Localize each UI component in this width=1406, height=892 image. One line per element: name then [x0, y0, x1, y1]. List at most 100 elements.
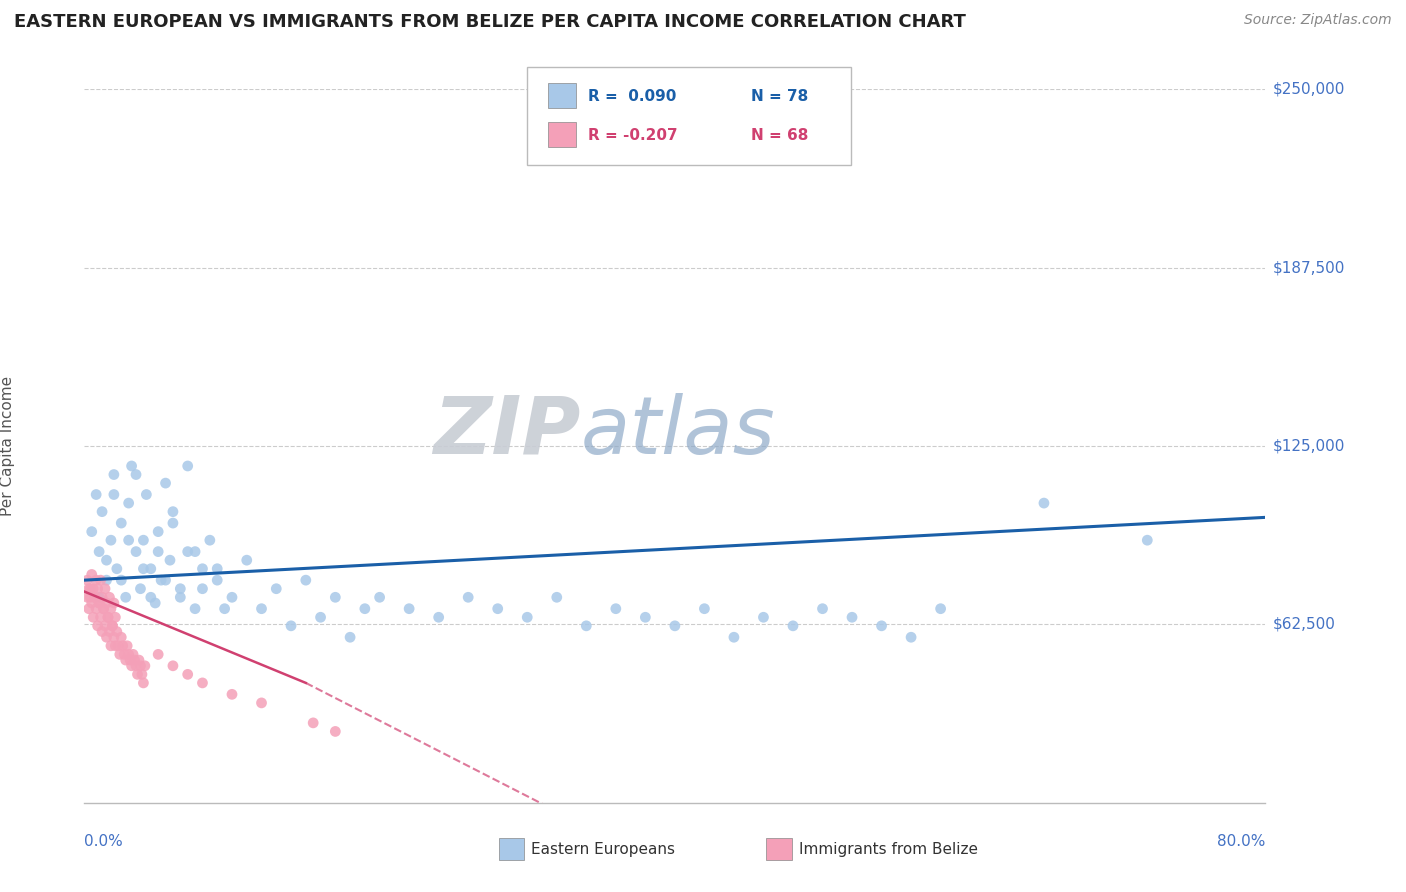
Text: Immigrants from Belize: Immigrants from Belize — [799, 842, 977, 856]
Point — [84, 601, 107, 615]
Point — [87, 596, 111, 610]
Point — [264, 582, 288, 596]
Point — [77, 601, 100, 615]
Point — [605, 601, 627, 615]
Point — [103, 467, 125, 482]
Point — [98, 591, 121, 605]
Point — [86, 582, 108, 596]
Text: $250,000: $250,000 — [1272, 82, 1344, 96]
Point — [82, 610, 104, 624]
Text: $62,500: $62,500 — [1272, 617, 1336, 632]
Point — [457, 591, 479, 605]
Point — [693, 601, 716, 615]
Point — [118, 496, 141, 510]
Point — [177, 544, 200, 558]
Point — [162, 505, 184, 519]
Point — [87, 591, 111, 605]
Point — [191, 562, 214, 576]
Point — [127, 667, 149, 681]
Point — [108, 648, 131, 662]
Point — [101, 619, 124, 633]
Point — [91, 505, 114, 519]
Point — [105, 562, 128, 576]
Point — [94, 619, 117, 633]
Text: R =  0.090: R = 0.090 — [588, 89, 676, 103]
Point — [80, 524, 103, 539]
Point — [100, 533, 122, 548]
Text: $187,500: $187,500 — [1272, 260, 1344, 275]
Point — [120, 653, 142, 667]
Point — [664, 619, 686, 633]
Point — [546, 591, 568, 605]
Point — [80, 567, 103, 582]
Point — [191, 676, 214, 690]
Text: 0.0%: 0.0% — [84, 834, 124, 849]
Point — [723, 630, 745, 644]
Point — [96, 553, 118, 567]
Point — [103, 487, 125, 501]
Point — [86, 619, 108, 633]
Point — [129, 582, 152, 596]
Point — [575, 619, 598, 633]
Text: ZIP: ZIP — [433, 392, 581, 471]
Point — [309, 610, 332, 624]
Point — [122, 648, 145, 662]
Point — [93, 601, 115, 615]
Point — [177, 458, 200, 473]
Point — [205, 573, 228, 587]
Point — [97, 610, 120, 624]
Point — [1032, 496, 1054, 510]
Point — [516, 610, 538, 624]
Point — [184, 544, 207, 558]
Point — [77, 582, 100, 596]
Point — [221, 591, 243, 605]
Point — [155, 573, 177, 587]
Point — [121, 658, 143, 673]
Point — [129, 658, 152, 673]
Point — [80, 596, 103, 610]
Point — [104, 610, 127, 624]
Point — [125, 544, 148, 558]
Point — [110, 573, 132, 587]
Point — [125, 658, 148, 673]
Text: N = 68: N = 68 — [751, 128, 808, 143]
Point — [121, 458, 143, 473]
Point — [250, 696, 273, 710]
Point — [198, 533, 221, 548]
Point — [191, 582, 214, 596]
Point — [1136, 533, 1159, 548]
Point — [427, 610, 450, 624]
Point — [91, 591, 114, 605]
Point — [162, 658, 184, 673]
Point — [79, 582, 101, 596]
Point — [103, 630, 125, 644]
Point — [97, 610, 120, 624]
Point — [111, 639, 134, 653]
Point — [91, 624, 114, 639]
Point — [132, 562, 155, 576]
Point — [135, 487, 157, 501]
Text: N = 78: N = 78 — [751, 89, 808, 103]
Point — [177, 667, 200, 681]
Point — [118, 648, 141, 662]
Point — [139, 591, 162, 605]
Point — [323, 591, 347, 605]
Point — [103, 596, 125, 610]
Point — [169, 582, 191, 596]
Point — [250, 601, 273, 615]
Point — [104, 639, 127, 653]
Point — [900, 630, 922, 644]
Point — [634, 610, 657, 624]
Point — [148, 524, 170, 539]
Text: EASTERN EUROPEAN VS IMMIGRANTS FROM BELIZE PER CAPITA INCOME CORRELATION CHART: EASTERN EUROPEAN VS IMMIGRANTS FROM BELI… — [14, 13, 966, 31]
Point — [302, 715, 325, 730]
Point — [115, 639, 138, 653]
Point — [235, 553, 259, 567]
Point — [214, 601, 236, 615]
Point — [221, 687, 243, 701]
Point — [752, 610, 775, 624]
Point — [84, 573, 107, 587]
Point — [841, 610, 863, 624]
Point — [118, 533, 141, 548]
Point — [76, 573, 98, 587]
